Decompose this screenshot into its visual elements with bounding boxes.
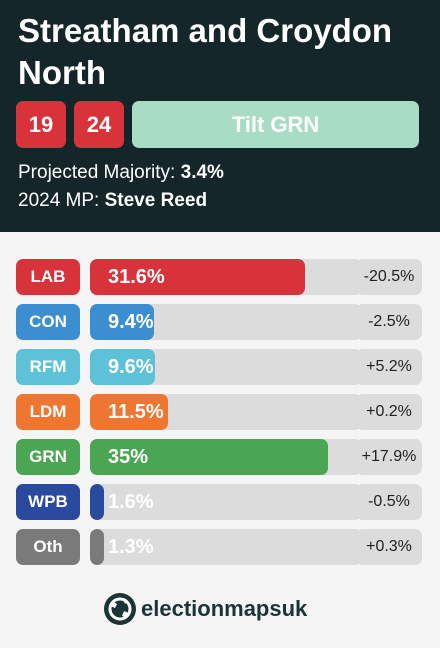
vote-share-fill xyxy=(90,439,328,475)
result-row-grn: GRN 35% +17.9% xyxy=(16,439,422,475)
tilt-badge: Tilt GRN xyxy=(132,101,419,148)
vote-share-fill xyxy=(90,259,305,295)
electionmapsuk-logo: electionmapsuk xyxy=(103,592,307,626)
vote-change: -2.5% xyxy=(356,304,422,340)
result-row-con: CON 9.4% -2.5% xyxy=(16,304,422,340)
party-badge: LDM xyxy=(16,394,80,430)
mp-label: 2024 MP: xyxy=(18,190,100,211)
vote-share-fill xyxy=(90,304,154,340)
vote-share-label: 9.6% xyxy=(108,356,154,378)
party-badge: RFM xyxy=(16,349,80,385)
year-badge-2019: 19 xyxy=(16,101,66,148)
vote-change: +5.2% xyxy=(356,349,422,385)
vote-share-bar: 11.5% xyxy=(90,394,362,430)
year-badge-label: 24 xyxy=(86,112,112,137)
vote-share-label: 1.3% xyxy=(108,536,154,558)
result-row-wpb: WPB 1.6% -0.5% xyxy=(16,484,422,520)
globe-icon xyxy=(104,593,136,625)
vote-change: +0.2% xyxy=(356,394,422,430)
vote-share-bar: 1.3% xyxy=(90,529,362,565)
sitting-mp: 2024 MP: Steve Reed xyxy=(18,189,207,213)
vote-share-bar: 9.6% xyxy=(90,349,362,385)
vote-share-label: 31.6% xyxy=(108,266,165,288)
projected-majority: Projected Majority: 3.4% xyxy=(18,161,224,185)
vote-change: -20.5% xyxy=(356,259,422,295)
vote-share-label: 9.4% xyxy=(108,311,154,333)
vote-change: +0.3% xyxy=(356,529,422,565)
vote-share-fill xyxy=(90,484,104,520)
vote-share-fill xyxy=(90,394,168,430)
vote-share-fill xyxy=(90,529,104,565)
vote-share-label: 35% xyxy=(108,446,149,468)
year-badge-2024: 24 xyxy=(74,101,124,148)
logo-text: electionmapsuk xyxy=(141,596,308,621)
projected-majority-value: 3.4% xyxy=(180,162,224,183)
projected-majority-label: Projected Majority: xyxy=(18,162,176,183)
vote-share-bar: 31.6% xyxy=(90,259,362,295)
result-row-oth: Oth 1.3% +0.3% xyxy=(16,529,422,565)
party-badge: WPB xyxy=(16,484,80,520)
constituency-title: Streatham and Croydon North xyxy=(18,12,393,91)
result-row-ldm: LDM 11.5% +0.2% xyxy=(16,394,422,430)
vote-share-bar: 1.6% xyxy=(90,484,362,520)
vote-change: +17.9% xyxy=(356,439,422,475)
vote-share-bar: 35% xyxy=(90,439,362,475)
result-row-rfm: RFM 9.6% +5.2% xyxy=(16,349,422,385)
vote-share-label: 11.5% xyxy=(108,401,164,423)
tilt-label: Tilt GRN xyxy=(231,112,320,137)
mp-name: Steve Reed xyxy=(104,190,208,211)
party-badge: LAB xyxy=(16,259,80,295)
party-badge: Oth xyxy=(16,529,80,565)
party-badge: GRN xyxy=(16,439,80,475)
result-row-lab: LAB 31.6% -20.5% xyxy=(16,259,422,295)
card-header: Streatham and Croydon North 19 24 Tilt G… xyxy=(0,0,440,232)
party-badge: CON xyxy=(16,304,80,340)
vote-change: -0.5% xyxy=(356,484,422,520)
year-badge-label: 19 xyxy=(28,112,54,137)
vote-share-fill xyxy=(90,349,155,385)
vote-share-label: 1.6% xyxy=(108,491,154,513)
vote-share-bar: 9.4% xyxy=(90,304,362,340)
